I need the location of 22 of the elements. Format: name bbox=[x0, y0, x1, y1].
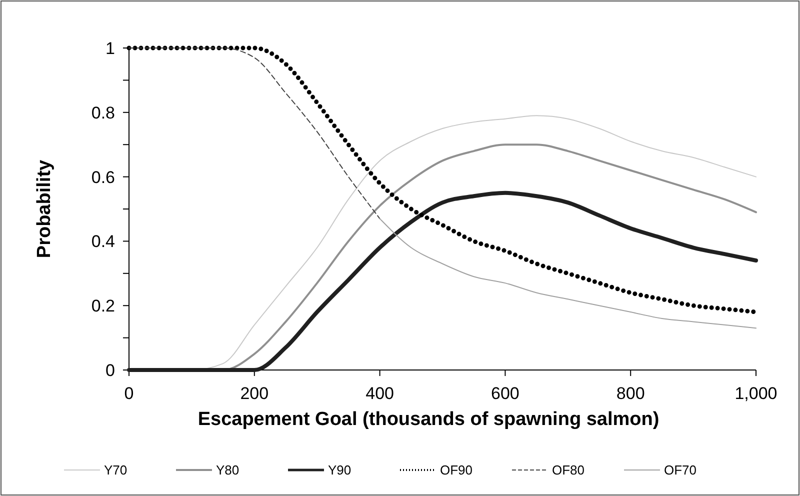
legend-label: OF70 bbox=[664, 462, 697, 478]
legend-label: Y90 bbox=[328, 462, 352, 478]
legend-label: Y70 bbox=[104, 462, 128, 478]
legend-label: OF90 bbox=[440, 462, 473, 478]
x-tick-label: 600 bbox=[491, 384, 520, 403]
y-tick-label: 1 bbox=[106, 38, 115, 58]
y-tick-label: 0.6 bbox=[91, 168, 115, 187]
x-tick-label: 400 bbox=[366, 384, 394, 403]
line-series bbox=[379, 218, 756, 329]
line-series bbox=[128, 48, 380, 220]
x-tick-label: 200 bbox=[240, 384, 269, 403]
y-tick-label: 0.8 bbox=[91, 103, 115, 122]
y-tick-label: 0.4 bbox=[91, 232, 115, 252]
x-tick-label: 0 bbox=[124, 384, 134, 403]
y-axis-title: Probability bbox=[34, 159, 55, 258]
legend-label: OF80 bbox=[552, 462, 585, 478]
y-tick-label: 0.2 bbox=[91, 296, 115, 316]
y-tick-label: 0 bbox=[106, 360, 115, 380]
x-tick-label: 800 bbox=[616, 384, 645, 403]
legend-label: Y80 bbox=[216, 462, 240, 478]
x-axis-title: Escapement Goal (thousands of spawning salmon) bbox=[198, 409, 660, 430]
x-tick-label: 1,000 bbox=[734, 384, 778, 403]
